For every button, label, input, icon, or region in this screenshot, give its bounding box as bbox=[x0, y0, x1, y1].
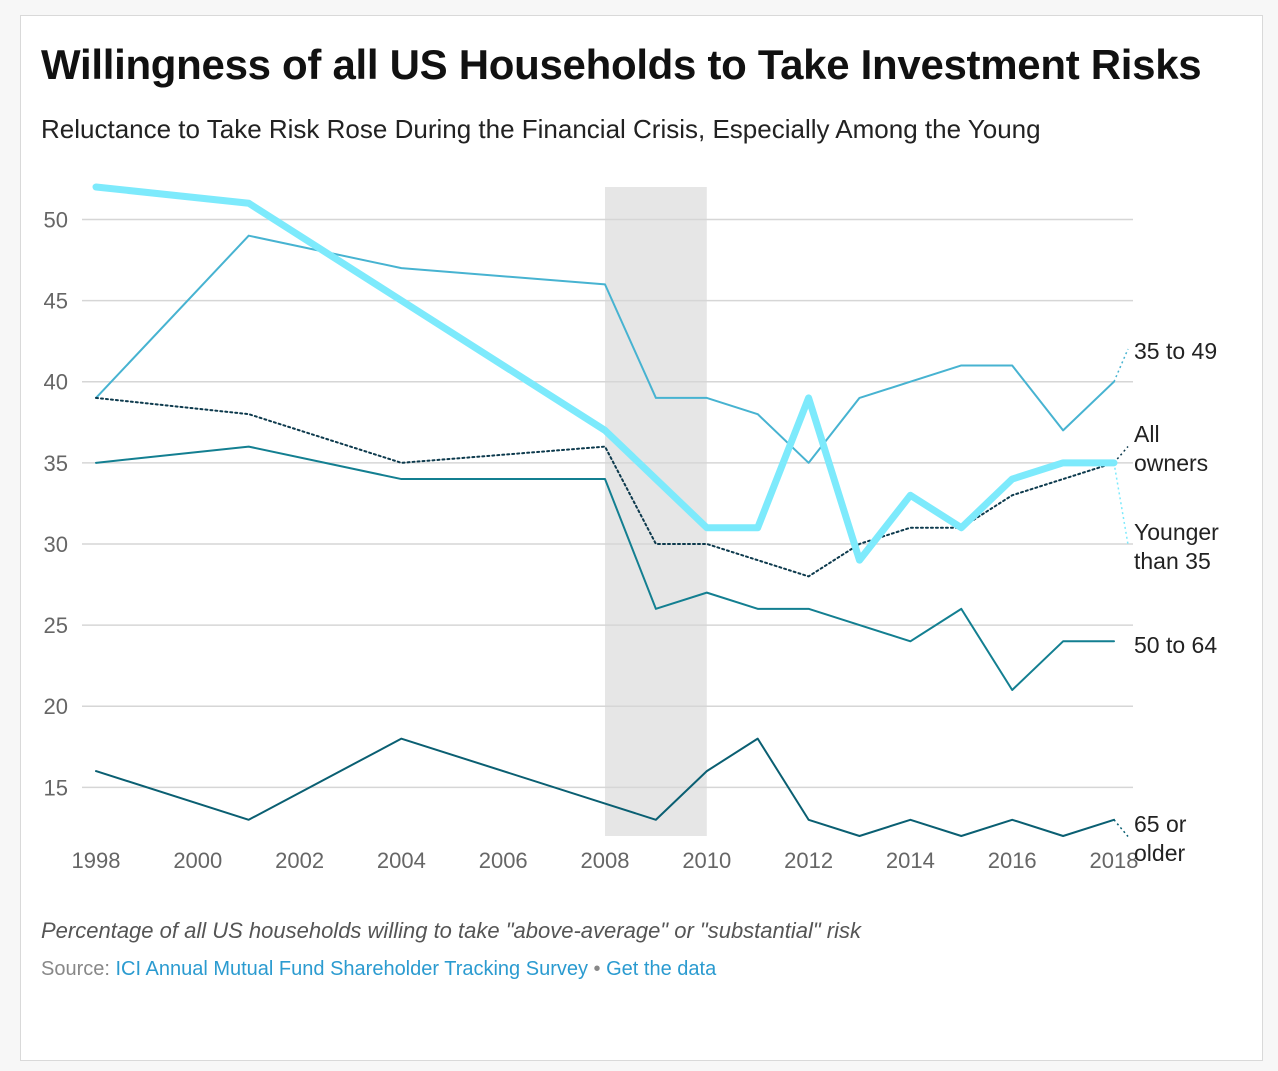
series-label-younger-than-35: Younger bbox=[1134, 519, 1219, 545]
x-tick-1998: 1998 bbox=[72, 848, 121, 873]
series-lines bbox=[92, 183, 1129, 837]
x-tick-2006: 2006 bbox=[479, 848, 528, 873]
x-tick-2002: 2002 bbox=[275, 848, 324, 873]
y-tick-40: 40 bbox=[44, 370, 68, 395]
x-axis-ticks: 1998 2000 2002 2004 2006 2008 2010 2012 2014 2016… bbox=[72, 848, 1139, 873]
y-axis-ticks: 15 20 25 30 35 40 45 50 bbox=[44, 207, 68, 800]
gridlines bbox=[82, 218, 1133, 789]
y-tick-20: 20 bbox=[44, 694, 68, 719]
series-label-younger-than-35: than 35 bbox=[1134, 548, 1211, 574]
series-labels: 35 to 49 50 to 64 65 or older All owners Young… bbox=[1134, 338, 1219, 866]
x-tick-2004: 2004 bbox=[377, 848, 426, 873]
y-tick-35: 35 bbox=[44, 451, 68, 476]
x-tick-2016: 2016 bbox=[988, 848, 1037, 873]
leader-65-or-older bbox=[1113, 819, 1129, 837]
series-label-65-or-older: older bbox=[1134, 840, 1185, 866]
x-tick-2000: 2000 bbox=[173, 848, 222, 873]
leader-35-to-49 bbox=[1113, 348, 1129, 382]
y-tick-50: 50 bbox=[44, 207, 68, 232]
series-label-all-owners: owners bbox=[1134, 450, 1208, 476]
source-link[interactable]: ICI Annual Mutual Fund Shareholder Track… bbox=[115, 958, 588, 980]
x-tick-2010: 2010 bbox=[682, 848, 731, 873]
leader-all-owners bbox=[1113, 446, 1129, 464]
series-label-all-owners: All bbox=[1134, 421, 1160, 447]
series-line-younger-than-35 bbox=[92, 183, 1118, 564]
series-line-50-to-64 bbox=[95, 445, 1115, 691]
y-tick-30: 30 bbox=[44, 532, 68, 557]
series-line-65-or-older bbox=[95, 737, 1115, 837]
series-label-50-to-64: 50 to 64 bbox=[1134, 632, 1217, 658]
leader-younger-than-35 bbox=[1113, 462, 1129, 545]
x-tick-2008: 2008 bbox=[581, 848, 630, 873]
x-tick-2014: 2014 bbox=[886, 848, 935, 873]
y-tick-15: 15 bbox=[44, 775, 68, 800]
source-line: Source: ICI Annual Mutual Fund Sharehold… bbox=[41, 958, 716, 981]
series-label-35-to-49: 35 to 49 bbox=[1134, 338, 1217, 364]
series-label-65-or-older: 65 or bbox=[1134, 811, 1187, 837]
get-data-link[interactable]: Get the data bbox=[606, 958, 717, 980]
y-tick-45: 45 bbox=[44, 289, 68, 314]
series-line-all-owners bbox=[95, 396, 1115, 578]
y-tick-25: 25 bbox=[44, 613, 68, 638]
series-line-35-to-49 bbox=[95, 234, 1115, 464]
x-tick-2012: 2012 bbox=[784, 848, 833, 873]
x-tick-2018: 2018 bbox=[1090, 848, 1139, 873]
